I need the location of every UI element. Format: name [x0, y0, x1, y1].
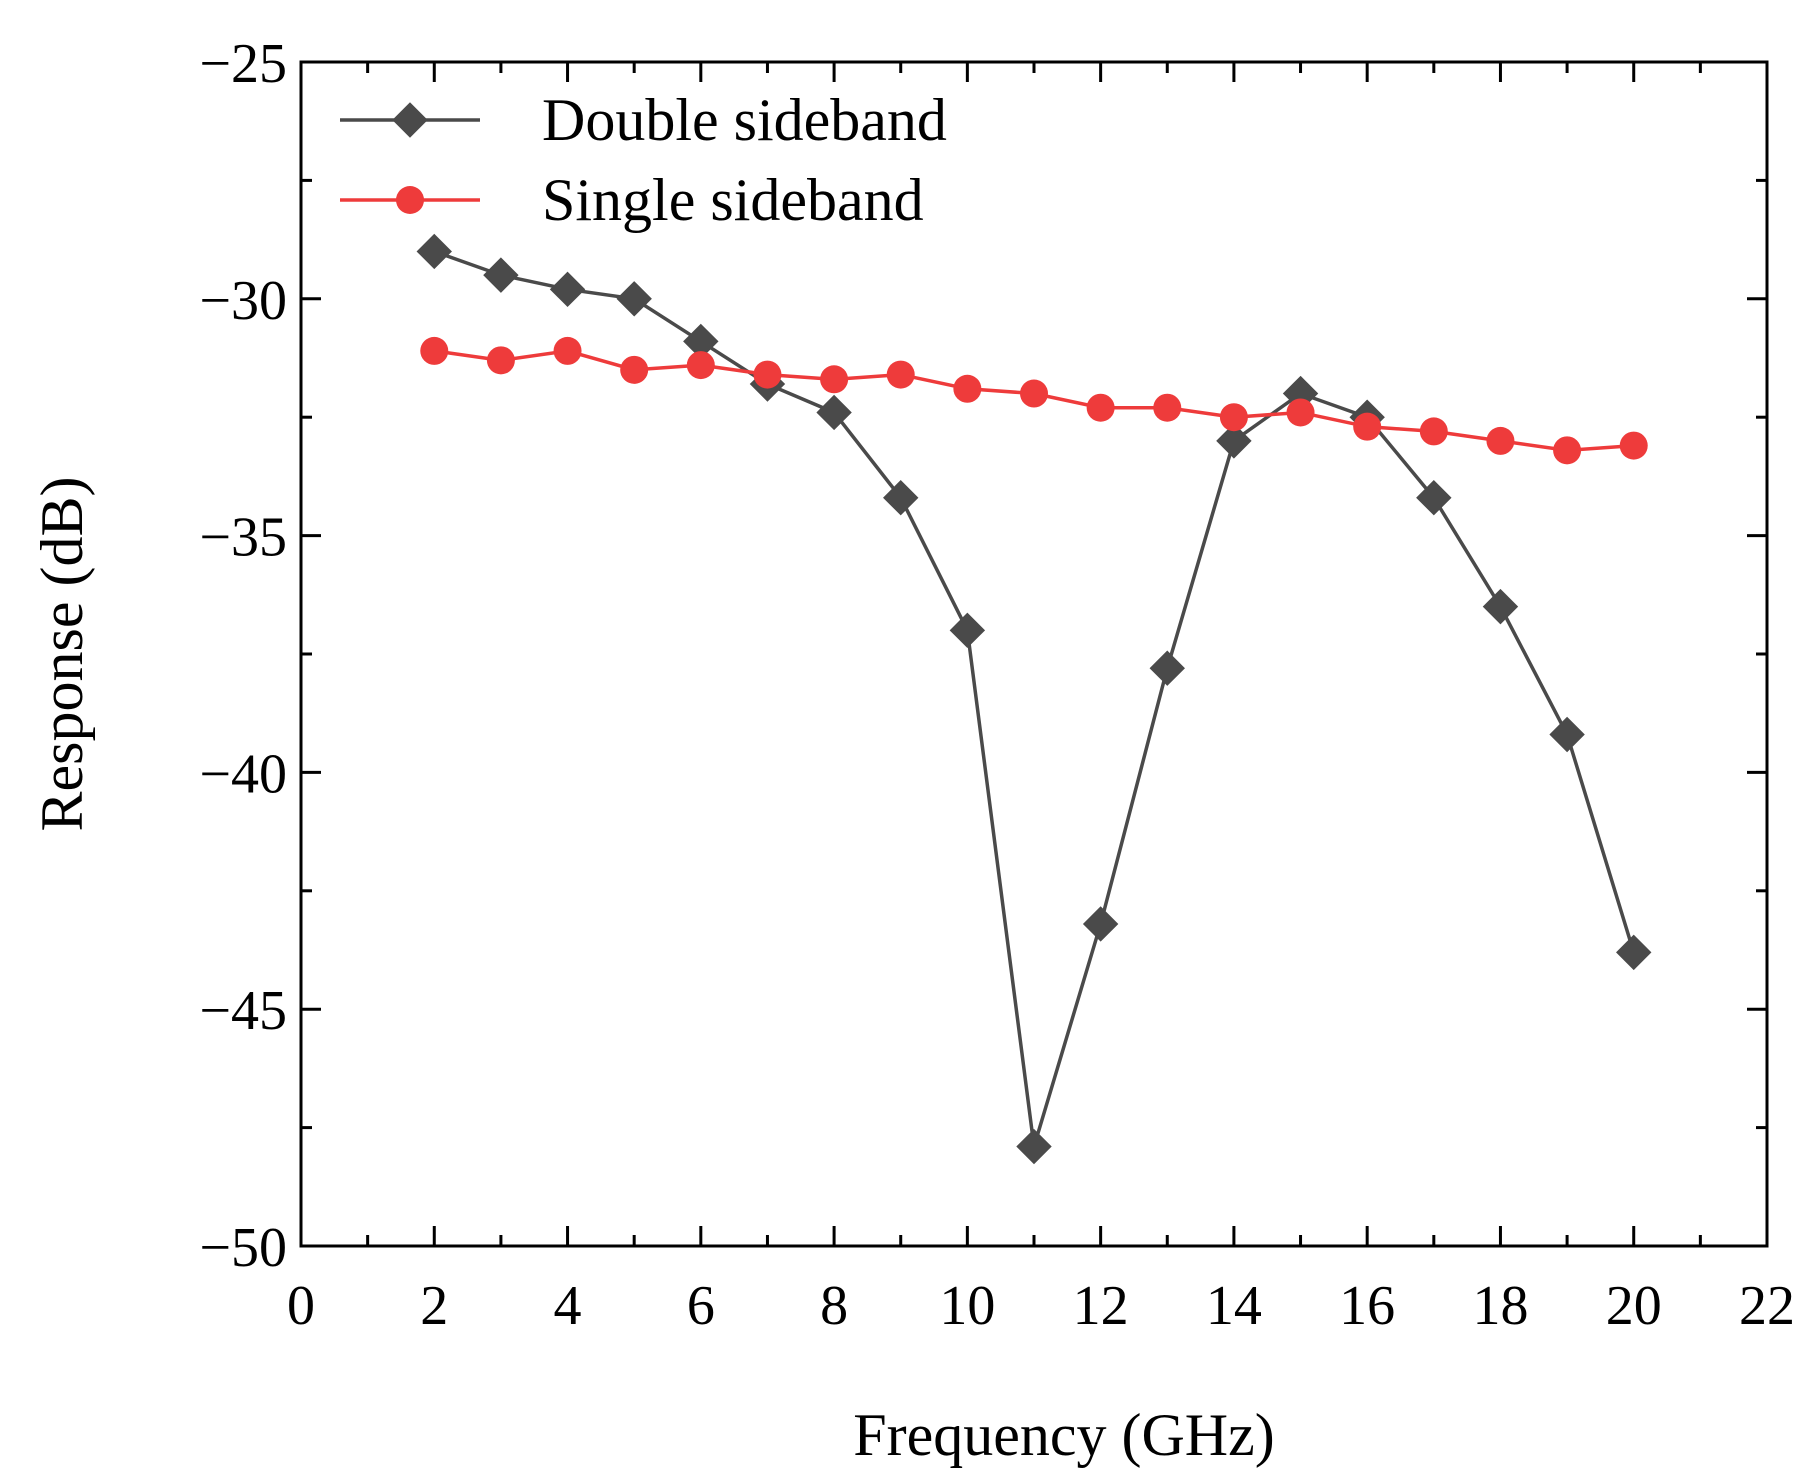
data-point: [616, 281, 652, 317]
data-point: [420, 336, 449, 365]
x-tick-label: 16: [1339, 1275, 1395, 1337]
plot-frame: [299, 60, 1769, 1248]
series-double-sideband: [416, 233, 1652, 1165]
x-tick-label: 6: [687, 1275, 715, 1337]
data-point: [1619, 431, 1648, 460]
axes: [299, 60, 1769, 1248]
data-point: [486, 346, 515, 375]
data-point: [686, 351, 715, 380]
legend-item: Double sideband: [340, 87, 947, 153]
y-tick-label: −25: [199, 33, 287, 95]
data-point: [1016, 1128, 1052, 1165]
x-tick-label: 4: [554, 1275, 582, 1337]
data-point: [1616, 934, 1652, 971]
data-point: [1153, 393, 1182, 422]
x-tick-label: 22: [1739, 1275, 1795, 1337]
x-axis-title: Frequency (GHz): [853, 1402, 1275, 1468]
data-point: [886, 360, 915, 389]
y-axis-title: Response (dB): [29, 477, 95, 832]
x-tick-label: 0: [287, 1275, 315, 1337]
y-tick-label: −50: [199, 1217, 287, 1279]
data-point: [816, 394, 852, 431]
legend-marker: [392, 102, 428, 138]
tick-labels: 0 2 4 6 8 10 12 14 16 18 20 22 −50 −45 −40 −35 −30 −25: [199, 33, 1795, 1337]
data-point: [1416, 480, 1452, 516]
data-point: [483, 257, 519, 293]
legend-label: Single sideband: [542, 167, 924, 233]
data-point: [953, 374, 982, 403]
data-point: [1482, 588, 1519, 625]
data-point: [1219, 403, 1248, 432]
data-point: [1020, 379, 1048, 408]
data-point: [1149, 650, 1185, 686]
x-tick-label: 8: [820, 1275, 848, 1337]
data-point: [553, 336, 582, 365]
y-tick-label: −40: [199, 743, 287, 805]
data-point: [1553, 436, 1582, 465]
data-point: [1086, 393, 1115, 422]
data-point: [620, 355, 649, 384]
legend-marker: [396, 186, 424, 214]
data-point: [416, 233, 452, 270]
data-point: [820, 365, 849, 394]
x-tick-label: 18: [1472, 1275, 1528, 1337]
data-point: [1216, 423, 1252, 459]
x-tick-label: 10: [939, 1275, 995, 1337]
series-single-sideband: [420, 336, 1648, 465]
legend-label: Double sideband: [542, 87, 947, 153]
x-tick-label: 2: [420, 1275, 448, 1337]
series-layer: [416, 233, 1652, 1165]
data-point: [549, 271, 586, 308]
data-point: [753, 360, 782, 389]
data-point: [883, 480, 919, 516]
legend: Double sideband Single sideband: [340, 87, 947, 233]
data-point: [1082, 906, 1119, 942]
legend-item: Single sideband: [340, 167, 924, 233]
x-tick-label: 12: [1073, 1275, 1129, 1337]
data-point: [1353, 412, 1382, 441]
data-point: [1549, 716, 1585, 753]
y-tick-label: −45: [199, 980, 287, 1042]
data-point: [1286, 398, 1315, 427]
data-point: [949, 612, 986, 649]
y-tick-label: −35: [199, 507, 287, 569]
y-tick-label: −30: [199, 270, 287, 332]
data-point: [1419, 417, 1448, 446]
x-tick-label: 20: [1606, 1275, 1662, 1337]
data-point: [1486, 426, 1515, 455]
x-tick-label: 14: [1206, 1275, 1262, 1337]
